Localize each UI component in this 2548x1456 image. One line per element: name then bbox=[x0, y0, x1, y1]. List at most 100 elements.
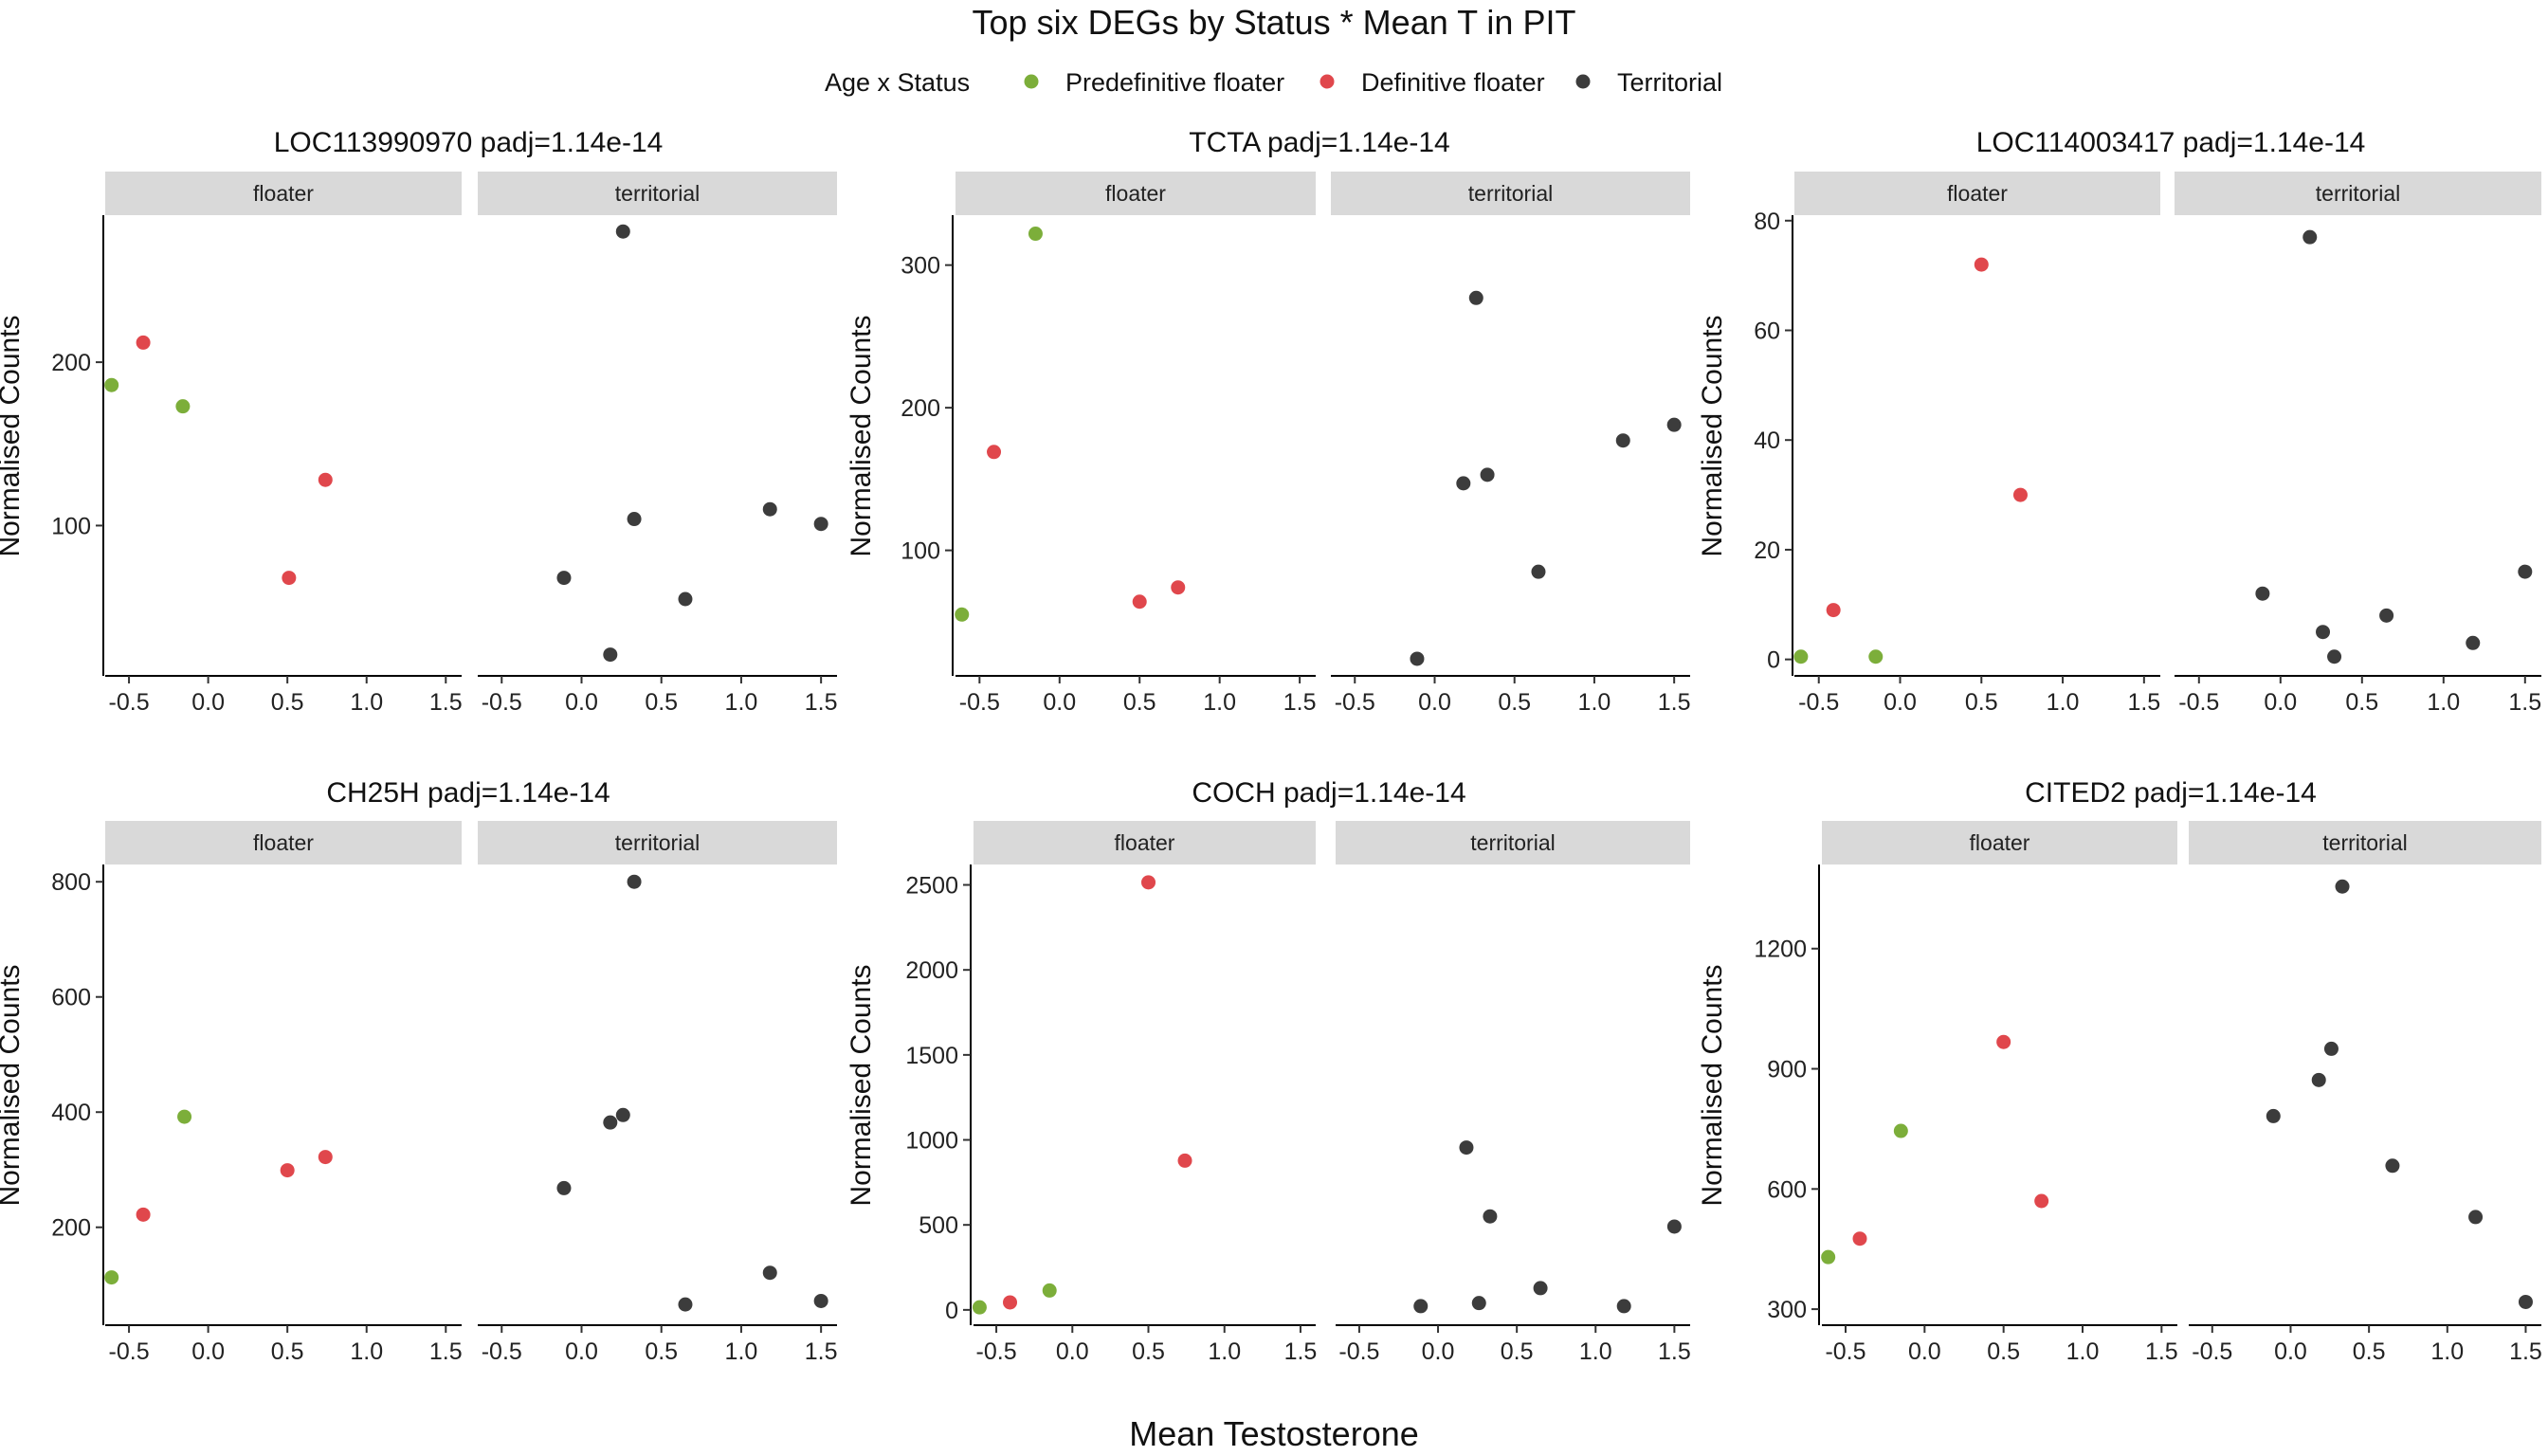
legend-label-ter: Territorial bbox=[1617, 68, 1722, 97]
facet-strip-label: floater bbox=[1105, 181, 1166, 206]
data-point-def bbox=[1171, 580, 1186, 595]
facet-strip bbox=[2175, 172, 2541, 215]
data-point-ter bbox=[615, 1107, 630, 1122]
data-point-ter bbox=[603, 647, 618, 663]
facet-floater: floater -0.5 0.0 0.5 1.0 1.5 bbox=[1821, 821, 2178, 1365]
x-tick-label: 0.5 bbox=[1987, 1338, 2020, 1365]
x-tick-label: 1.0 bbox=[2430, 1338, 2464, 1365]
y-tick-label: 800 bbox=[51, 869, 91, 896]
data-point-ter bbox=[1410, 651, 1425, 666]
facet-strip bbox=[478, 821, 837, 864]
facet-territorial: territorial -0.5 0.0 0.5 1.0 1.5 bbox=[2189, 821, 2542, 1365]
y-axis-label: Normalised Counts bbox=[846, 964, 877, 1206]
x-tick-label: 1.5 bbox=[1658, 1338, 1691, 1365]
x-tick-label: 0.5 bbox=[1965, 689, 1998, 716]
x-tick-label: 1.5 bbox=[1284, 1338, 1318, 1365]
legend-label-def: Definitive floater bbox=[1361, 68, 1545, 97]
x-tick-label: -0.5 bbox=[1825, 1338, 1866, 1365]
data-point-pre bbox=[104, 1270, 119, 1285]
x-tick-label: 1.0 bbox=[2427, 689, 2460, 716]
data-point-ter bbox=[1666, 417, 1682, 432]
data-point-pre bbox=[104, 377, 119, 392]
y-tick-label: 2500 bbox=[905, 873, 958, 900]
y-tick-label: 600 bbox=[51, 985, 91, 1011]
data-point-ter bbox=[813, 1293, 828, 1308]
data-point-ter bbox=[2255, 586, 2270, 601]
data-point-ter bbox=[615, 224, 630, 239]
y-axis-label: Normalised Counts bbox=[1697, 964, 1728, 1206]
facet-floater: floater -0.5 0.0 0.5 1.0 1.5 bbox=[972, 821, 1318, 1365]
x-tick-label: 0.5 bbox=[2345, 689, 2378, 716]
x-tick-label: 0.5 bbox=[271, 689, 304, 716]
panel-3: LOC114003417 padj=1.14e-14 Normalised Cou… bbox=[1697, 127, 2541, 716]
y-tick-label: 200 bbox=[51, 350, 91, 376]
panel-title: CH25H padj=1.14e-14 bbox=[326, 777, 610, 809]
facet-strip-label: territorial bbox=[1468, 181, 1553, 206]
data-point-ter bbox=[2385, 1158, 2400, 1174]
x-tick-label: 1.5 bbox=[2508, 689, 2541, 716]
facet-strip bbox=[1822, 821, 2177, 864]
x-tick-label: 1.0 bbox=[1579, 1338, 1612, 1365]
data-point-pre bbox=[1821, 1249, 1836, 1265]
x-tick-label: 1.0 bbox=[350, 689, 383, 716]
data-point-def bbox=[2012, 487, 2028, 502]
x-tick-label: 0.0 bbox=[1043, 689, 1076, 716]
y-tick-label: 400 bbox=[51, 1100, 91, 1126]
x-tick-label: 1.5 bbox=[429, 1338, 463, 1365]
panels-grid: LOC113990970 padj=1.14e-14 Normalised Cou… bbox=[0, 127, 2542, 1365]
facet-strip bbox=[974, 821, 1316, 864]
y-axis-label: Normalised Counts bbox=[0, 315, 26, 556]
x-tick-label: 1.0 bbox=[1208, 1338, 1241, 1365]
x-tick-label: 0.0 bbox=[191, 689, 225, 716]
data-point-ter bbox=[762, 1265, 777, 1281]
y-tick-label: 2000 bbox=[905, 957, 958, 984]
facet-floater: floater -0.5 0.0 0.5 1.0 1.5 bbox=[104, 821, 463, 1365]
y-tick-label: 200 bbox=[901, 395, 940, 422]
data-point-ter bbox=[813, 517, 828, 532]
data-point-ter bbox=[556, 1180, 572, 1195]
x-tick-label: 1.5 bbox=[429, 689, 463, 716]
data-point-def bbox=[318, 1150, 333, 1165]
data-point-ter bbox=[2323, 1041, 2339, 1056]
data-point-ter bbox=[2335, 879, 2350, 894]
facet-strip-label: territorial bbox=[2322, 830, 2407, 855]
x-tick-label: -0.5 bbox=[109, 1338, 150, 1365]
x-tick-label: 1.5 bbox=[805, 1338, 838, 1365]
facet-strip bbox=[105, 172, 462, 215]
x-tick-label: -0.5 bbox=[1335, 689, 1375, 716]
data-point-ter bbox=[1483, 1209, 1498, 1224]
x-tick-label: -0.5 bbox=[959, 689, 1000, 716]
x-tick-label: 0.0 bbox=[2274, 1338, 2307, 1365]
panel-title: CITED2 padj=1.14e-14 bbox=[2025, 777, 2317, 809]
y-tick-label: 300 bbox=[901, 253, 940, 280]
data-point-ter bbox=[2266, 1108, 2281, 1123]
facet-strip-label: floater bbox=[1115, 830, 1175, 855]
data-point-def bbox=[1996, 1034, 2011, 1049]
facet-strip bbox=[2189, 821, 2541, 864]
data-point-ter bbox=[2518, 1294, 2533, 1309]
x-tick-label: 1.0 bbox=[725, 689, 758, 716]
x-tick-label: 0.5 bbox=[2353, 1338, 2386, 1365]
x-tick-label: -0.5 bbox=[976, 1338, 1017, 1365]
x-tick-label: -0.5 bbox=[1338, 1338, 1379, 1365]
facet-territorial: territorial -0.5 0.0 0.5 1.0 1.5 bbox=[1331, 172, 1691, 716]
y-tick-label: 200 bbox=[51, 1215, 91, 1242]
data-point-ter bbox=[1666, 1219, 1682, 1234]
panel-5: COCH padj=1.14e-14 Normalised Counts 0 500 1… bbox=[846, 777, 1691, 1365]
x-tick-label: 0.0 bbox=[565, 689, 598, 716]
legend-label-pre: Predefinitive floater bbox=[1065, 68, 1284, 97]
data-point-def bbox=[136, 1207, 151, 1222]
x-tick-label: 1.5 bbox=[2127, 689, 2160, 716]
facet-strip-label: territorial bbox=[2316, 181, 2400, 206]
data-point-pre bbox=[1028, 227, 1043, 242]
y-tick-label: 100 bbox=[51, 513, 91, 539]
y-tick-label: 300 bbox=[1767, 1297, 1807, 1323]
x-tick-label: 0.0 bbox=[1908, 1338, 1941, 1365]
data-point-ter bbox=[2316, 625, 2331, 640]
x-axis-label: Mean Testosterone bbox=[1129, 1414, 1419, 1453]
data-point-ter bbox=[1456, 476, 1471, 491]
x-tick-label: 0.0 bbox=[1056, 1338, 1089, 1365]
y-tick-label: 60 bbox=[1754, 318, 1780, 345]
x-tick-label: -0.5 bbox=[482, 689, 522, 716]
facet-floater: floater -0.5 0.0 0.5 1.0 1.5 bbox=[104, 172, 463, 716]
